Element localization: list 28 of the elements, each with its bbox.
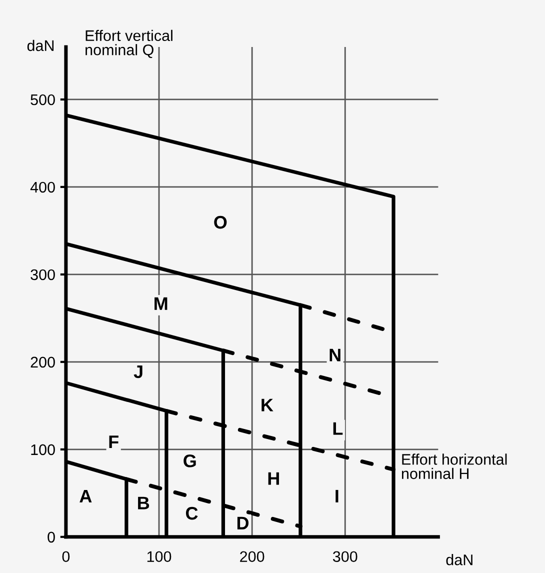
x-axis-title: daN	[446, 554, 472, 566]
annotation: Effort horizontal nominal H	[402, 454, 507, 480]
annotation: J	[134, 366, 142, 378]
y-tick-label: 100	[31, 444, 55, 456]
annotation: G	[184, 454, 196, 468]
annotation: A	[80, 490, 92, 502]
annotation: C	[186, 506, 198, 520]
x-tick-label: 0	[62, 551, 70, 562]
x-tick-label: 100	[147, 551, 172, 562]
annotation: O	[214, 216, 227, 229]
annotation: M	[154, 297, 168, 310]
y-tick-label: 300	[30, 269, 55, 280]
y-tick-label: 0	[48, 532, 55, 543]
annotation: F	[109, 436, 118, 448]
y-tick-label: 400	[30, 182, 55, 193]
y-axis-title: daN	[27, 40, 54, 52]
annotation: D	[237, 516, 249, 530]
annotation: I	[336, 490, 338, 502]
y-tick-label: 500	[30, 94, 55, 106]
annotation: B	[138, 496, 150, 510]
annotation: Effort vertical nominal Q	[86, 30, 172, 58]
x-tick-label: 200	[240, 551, 264, 562]
y-tick-label: 200	[30, 356, 55, 368]
annotation: N	[330, 348, 340, 362]
x-tick-label: 300	[332, 551, 358, 562]
annotation: H	[268, 472, 279, 485]
annotation: K	[262, 398, 274, 412]
annotation: L	[333, 422, 343, 435]
